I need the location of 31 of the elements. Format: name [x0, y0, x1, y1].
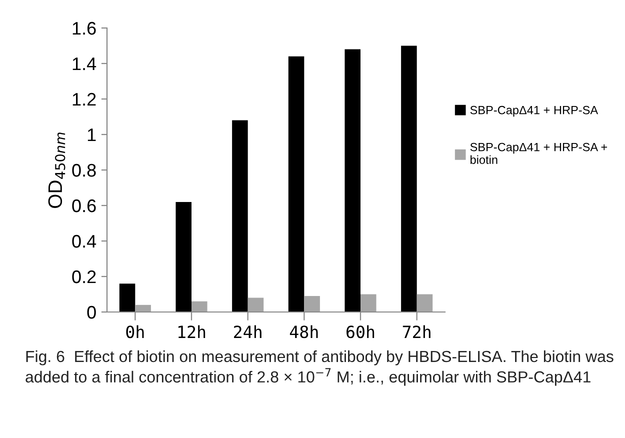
x-tick-label: 48h	[290, 325, 318, 338]
bar	[360, 294, 376, 312]
bar	[344, 49, 360, 312]
bar	[248, 298, 264, 312]
y-axis-title: OD$_{450nm}$	[48, 132, 66, 208]
x-tick-label: 72h	[402, 325, 430, 338]
legend-label: SBP-CapΔ41 + HRP-SA + biotin	[470, 142, 608, 164]
y-tick-label: 0.6	[72, 199, 96, 212]
bar	[232, 120, 248, 312]
bar	[304, 296, 320, 312]
bar	[119, 284, 136, 312]
x-tick-label: 60h	[346, 325, 374, 338]
y-tick-label: 0.4	[72, 234, 96, 248]
bar	[192, 301, 208, 312]
bar	[176, 202, 192, 312]
y-tick-label: 1.2	[72, 92, 96, 106]
y-tick-label: 1.4	[72, 58, 96, 70]
bar	[401, 46, 417, 312]
y-tick-label: 1.6	[72, 22, 96, 35]
bar	[135, 304, 151, 312]
y-tick-label: 1	[88, 128, 96, 142]
x-tick-label: 12h	[178, 325, 206, 338]
y-tick-label: 0.8	[72, 164, 96, 177]
bar	[288, 56, 304, 312]
bar	[416, 294, 433, 312]
caption: Fig. 6 Effect of biotin on measurement of antibody by HBDS-ELISA. The biotin was added to a final concentration of 2.8 × 10$^{−7}$ M; i.e., equimolar with SBP-CapΔ41	[26, 350, 614, 386]
y-tick-label: 0	[87, 306, 96, 319]
x-tick-label: 0h	[126, 325, 144, 338]
x-tick-label: 24h	[234, 325, 262, 338]
y-tick-label: 0.2	[72, 270, 96, 284]
legend-label: SBP-CapΔ41 + HRP-SA	[470, 106, 598, 117]
